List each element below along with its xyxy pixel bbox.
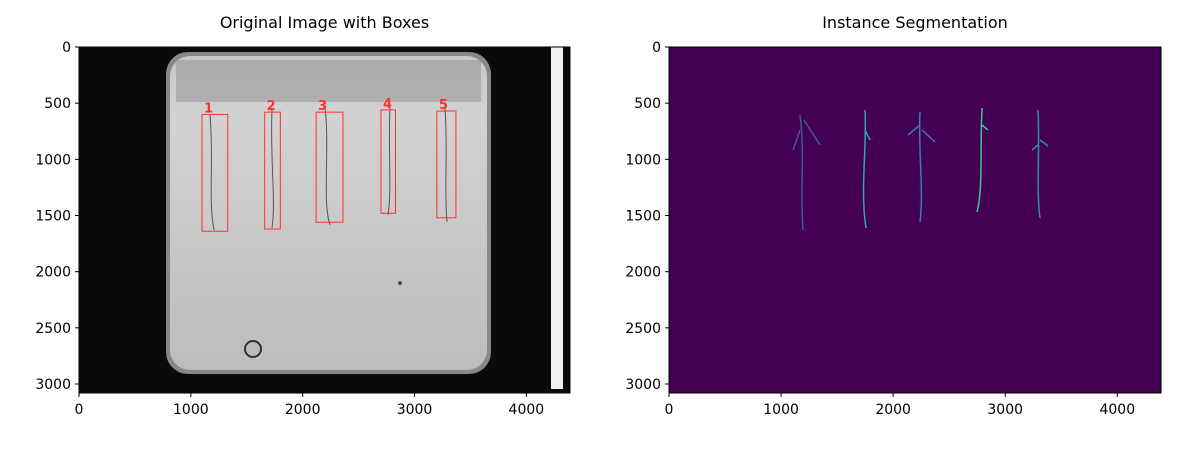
bounding-box: [380, 109, 397, 214]
x-tick-label: 0: [75, 402, 84, 418]
y-tick-label: 3000: [625, 377, 661, 393]
y-tick-label: 1500: [35, 209, 71, 225]
y-tick-label: 1000: [35, 152, 71, 168]
bounding-box: [436, 110, 457, 219]
y-tick-label: 2000: [625, 265, 661, 281]
axes-frame: [78, 46, 571, 394]
y-tick-label: 0: [652, 40, 661, 56]
box-label: 2: [267, 99, 276, 114]
y-tick-label: 500: [634, 96, 661, 112]
box-label: 5: [439, 98, 448, 113]
x-tick-label: 4000: [509, 402, 545, 418]
segmentation: [669, 47, 1161, 393]
axes-frame: [668, 46, 1162, 394]
bounding-box: [201, 113, 229, 232]
panel-title: Instance Segmentation: [822, 13, 1008, 32]
panel-title: Original Image with Boxes: [220, 13, 429, 32]
x-tick-label: 3000: [987, 402, 1023, 418]
box-label: 3: [318, 99, 327, 114]
x-tick-label: 3000: [397, 402, 433, 418]
x-tick-label: 4000: [1099, 402, 1135, 418]
x-tick-label: 0: [665, 402, 674, 418]
x-tick-label: 1000: [763, 402, 799, 418]
y-tick-label: 500: [44, 96, 71, 112]
bounding-box: [315, 111, 344, 223]
box-label: 1: [204, 101, 213, 116]
x-tick-label: 1000: [173, 402, 209, 418]
box-label: 4: [383, 97, 392, 112]
y-tick-label: 1000: [625, 152, 661, 168]
x-tick-label: 2000: [875, 402, 911, 418]
y-tick-label: 1500: [625, 209, 661, 225]
bounding-box: [264, 111, 281, 230]
y-tick-label: 0: [62, 40, 71, 56]
y-tick-label: 2500: [625, 321, 661, 337]
y-tick-label: 3000: [35, 377, 71, 393]
photo: [79, 47, 570, 393]
y-tick-label: 2500: [35, 321, 71, 337]
x-tick-label: 2000: [285, 402, 321, 418]
y-tick-label: 2000: [35, 265, 71, 281]
